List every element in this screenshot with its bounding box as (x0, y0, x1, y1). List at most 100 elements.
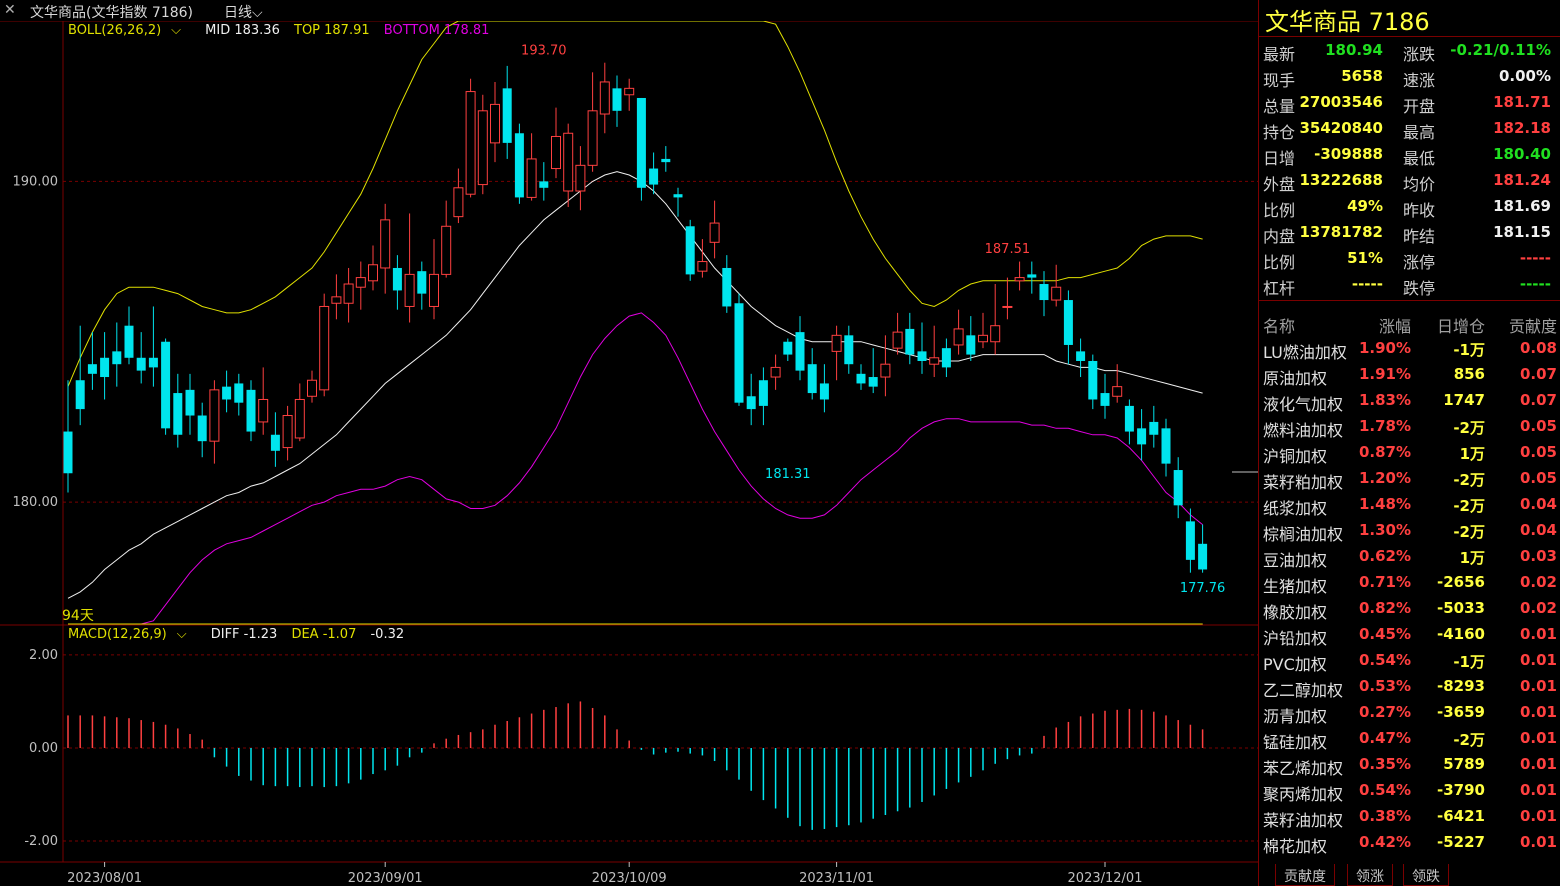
contribution-row[interactable]: 菜籽粕加权 1.20% -2万 0.05 (1259, 466, 1560, 492)
contribution-row[interactable]: 聚丙烯加权 0.54% -3790 0.01 (1259, 778, 1560, 804)
quote-label: 跌停 (1403, 279, 1436, 298)
candle (417, 261, 427, 310)
quote-table: 最新 180.94 涨跌 -0.21/0.11% 现手 5658 速涨 0.00% 总量 2700… (1259, 38, 1560, 298)
x-tick-label: 2023/11/01 (799, 871, 874, 886)
contribution-row[interactable]: LU燃油加权 1.90% -1万 0.08 (1259, 336, 1560, 362)
candle (1149, 405, 1159, 448)
boll-legend[interactable]: BOLL(26,26,2) ⌵ MID 183.36 TOP 187.91 BOT… (68, 23, 499, 38)
tab-top-gainers[interactable]: 领涨 (1347, 864, 1393, 886)
contract-change: 0.53% (1358, 677, 1411, 695)
period-selector[interactable]: 日线⌵ (224, 2, 263, 22)
contract-change: 0.42% (1358, 833, 1411, 851)
contribution-row[interactable]: 棉花加权 0.42% -5227 0.01 (1259, 830, 1560, 856)
chevron-down-icon: ⌵ (252, 5, 263, 21)
quote-value: 51% (1347, 249, 1383, 267)
candle-body (417, 271, 427, 294)
tab-top-losers[interactable]: 领跌 (1403, 864, 1449, 886)
header-change[interactable]: 涨幅 (1378, 317, 1411, 336)
contribution-row[interactable]: 液化气加权 1.83% 1747 0.07 (1259, 388, 1560, 414)
contract-change: 1.90% (1358, 339, 1411, 357)
contribution-row[interactable]: 橡胶加权 0.82% -5033 0.02 (1259, 596, 1560, 622)
candle-body (404, 273, 415, 307)
candle-body (758, 380, 768, 406)
contract-oi-change: 1万 (1459, 445, 1485, 463)
candle (880, 335, 891, 397)
candle (490, 81, 500, 163)
candle (282, 405, 293, 461)
contribution-row[interactable]: 生猪加权 0.71% -2656 0.02 (1259, 570, 1560, 596)
candle-body (587, 110, 598, 166)
candle-body (319, 305, 330, 391)
contribution-row[interactable]: 棕榈油加权 1.30% -2万 0.04 (1259, 518, 1560, 544)
close-icon[interactable]: ✕ (4, 2, 16, 18)
candle (1161, 418, 1171, 477)
candle-body (941, 348, 951, 368)
candle-body (270, 434, 280, 451)
candle-body (294, 398, 305, 439)
candle-body (856, 373, 866, 384)
boll-name: BOLL(26,26,2) ⌵ (68, 23, 182, 38)
candle-body (990, 325, 1001, 343)
candle (1173, 457, 1183, 519)
contribution-row[interactable]: 苯乙烯加权 0.35% 5789 0.01 (1259, 752, 1560, 778)
candle-body (844, 335, 854, 365)
kline-chart[interactable]: 190.00 180.00 2.00 0.00 -2.00 2023/08/01 2023/… (0, 0, 1258, 886)
chevron-down-icon: ⌵ (176, 627, 187, 642)
contribution-row[interactable]: 乙二醇加权 0.53% -8293 0.01 (1259, 674, 1560, 700)
contract-change: 0.87% (1358, 443, 1411, 461)
candle (587, 72, 598, 172)
contract-change: 0.47% (1358, 729, 1411, 747)
contribution-row[interactable]: 原油加权 1.91% 856 0.07 (1259, 362, 1560, 388)
tab-contribution[interactable]: 贡献度 (1275, 864, 1335, 886)
candle-body (441, 225, 452, 275)
contribution-row[interactable]: 锰硅加权 0.47% -2万 0.01 (1259, 726, 1560, 752)
candle-body (819, 383, 829, 400)
candle (856, 364, 866, 390)
instrument-title[interactable]: 文华商品(文华指数 7186) (30, 5, 194, 21)
contract-change: 1.30% (1358, 521, 1411, 539)
candle-body (807, 364, 817, 394)
contribution-row[interactable]: 菜籽油加权 0.38% -6421 0.01 (1259, 804, 1560, 830)
contract-oi-change: -1万 (1453, 341, 1485, 359)
contract-name: 液化气加权 (1263, 395, 1344, 414)
quote-value: -309888 (1314, 145, 1383, 163)
quote-label: 持仓 (1263, 123, 1296, 142)
macd-legend[interactable]: MACD(12,26,9) ⌵ DIFF -1.23 DEA -1.07 -0.3… (68, 627, 414, 642)
contribution-row[interactable]: PVC加权 0.54% -1万 0.01 (1259, 648, 1560, 674)
contribution-row[interactable]: 豆油加权 0.62% 1万 0.03 (1259, 544, 1560, 570)
header-oi-change[interactable]: 日增仓 (1436, 317, 1485, 336)
header-name[interactable]: 名称 (1263, 317, 1296, 336)
quote-label: 总量 (1263, 97, 1296, 116)
candle-body (197, 415, 207, 442)
candle-body (905, 328, 915, 355)
candle-body (892, 331, 903, 349)
candle (100, 332, 110, 400)
contribution-row[interactable]: 沥青加权 0.27% -3659 0.01 (1259, 700, 1560, 726)
candle-body (734, 303, 744, 403)
quote-value: 0.00% (1498, 67, 1551, 85)
candle (1027, 261, 1037, 294)
contract-contribution: 0.04 (1519, 521, 1557, 539)
candle-body (929, 357, 940, 365)
quote-row: 总量 27003546 开盘 181.71 (1259, 90, 1560, 116)
candle (392, 255, 402, 310)
contribution-row[interactable]: 沪铅加权 0.45% -4160 0.01 (1259, 622, 1560, 648)
contract-name: PVC加权 (1263, 655, 1327, 674)
contract-oi-change: -2万 (1453, 523, 1485, 541)
candle (124, 306, 134, 365)
kline-chart-canvas[interactable]: 190.00 180.00 2.00 0.00 -2.00 2023/08/01 2023/… (0, 0, 1258, 886)
divider (1259, 36, 1560, 37)
contract-name: 棕榈油加权 (1263, 525, 1344, 544)
days-label: 94天 (62, 608, 94, 624)
candle-body (966, 335, 976, 355)
candle (404, 213, 415, 323)
quote-value: 182.18 (1493, 119, 1551, 137)
candle (758, 367, 768, 426)
contribution-row[interactable]: 沪铜加权 0.87% 1万 0.05 (1259, 440, 1560, 466)
contribution-row[interactable]: 燃料油加权 1.78% -2万 0.05 (1259, 414, 1560, 440)
candle (185, 373, 195, 435)
header-contribution[interactable]: 贡献度 (1508, 317, 1557, 336)
contribution-row[interactable]: 纸浆加权 1.48% -2万 0.04 (1259, 492, 1560, 518)
candle-body (234, 383, 244, 403)
contract-contribution: 0.05 (1519, 469, 1557, 487)
